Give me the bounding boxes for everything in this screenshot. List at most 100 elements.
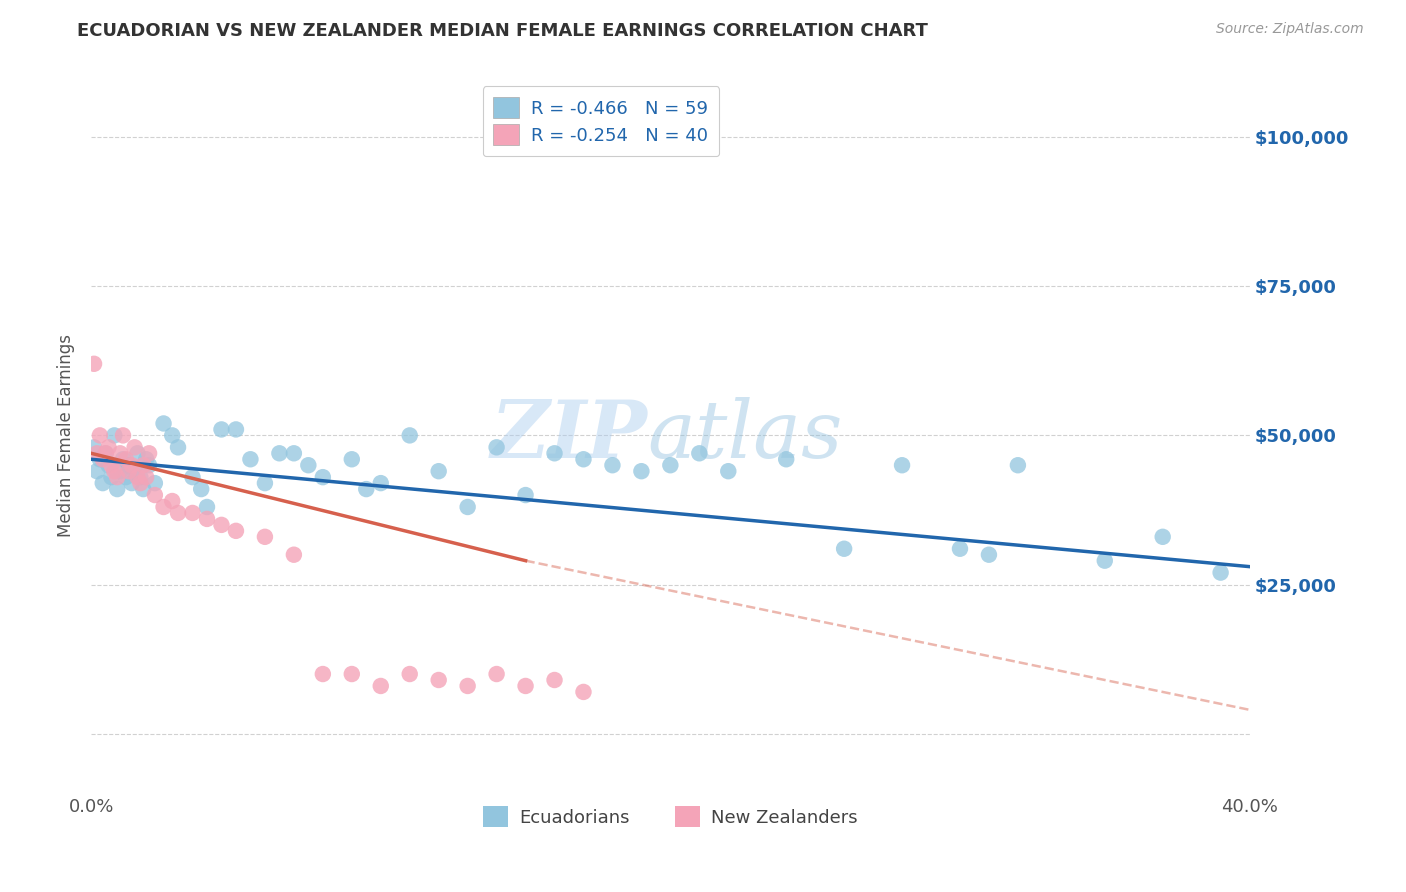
- Point: [515, 488, 537, 502]
- Point: [152, 417, 174, 431]
- Point: [891, 458, 914, 473]
- Point: [211, 517, 233, 532]
- Text: ZIP: ZIP: [491, 397, 647, 475]
- Point: [269, 446, 291, 460]
- Point: [129, 476, 152, 491]
- Point: [195, 500, 218, 514]
- Point: [195, 512, 218, 526]
- Point: [340, 452, 363, 467]
- Point: [253, 530, 276, 544]
- Point: [132, 482, 155, 496]
- Text: atlas: atlas: [647, 397, 842, 475]
- Point: [181, 470, 204, 484]
- Point: [356, 482, 378, 496]
- Point: [485, 440, 508, 454]
- Point: [297, 458, 319, 473]
- Point: [118, 464, 141, 478]
- Point: [86, 446, 108, 460]
- Point: [1007, 458, 1029, 473]
- Point: [152, 500, 174, 514]
- Point: [105, 470, 128, 484]
- Y-axis label: Median Female Earnings: Median Female Earnings: [58, 334, 75, 537]
- Text: ECUADORIAN VS NEW ZEALANDER MEDIAN FEMALE EARNINGS CORRELATION CHART: ECUADORIAN VS NEW ZEALANDER MEDIAN FEMAL…: [77, 22, 928, 40]
- Point: [97, 458, 120, 473]
- Point: [312, 667, 335, 681]
- Point: [129, 470, 152, 484]
- Point: [253, 476, 276, 491]
- Point: [775, 452, 797, 467]
- Point: [312, 470, 335, 484]
- Point: [91, 476, 114, 491]
- Point: [132, 458, 155, 473]
- Point: [630, 464, 652, 478]
- Point: [1209, 566, 1232, 580]
- Point: [717, 464, 740, 478]
- Point: [115, 470, 138, 484]
- Point: [94, 446, 117, 460]
- Legend: Ecuadorians, New Zealanders: Ecuadorians, New Zealanders: [475, 799, 865, 834]
- Point: [515, 679, 537, 693]
- Point: [135, 470, 157, 484]
- Text: Source: ZipAtlas.com: Source: ZipAtlas.com: [1216, 22, 1364, 37]
- Point: [143, 488, 166, 502]
- Point: [103, 464, 125, 478]
- Point: [167, 440, 190, 454]
- Point: [949, 541, 972, 556]
- Point: [94, 446, 117, 460]
- Point: [659, 458, 682, 473]
- Point: [135, 452, 157, 467]
- Point: [181, 506, 204, 520]
- Point: [457, 500, 479, 514]
- Point: [457, 679, 479, 693]
- Point: [118, 458, 141, 473]
- Point: [398, 428, 420, 442]
- Point: [602, 458, 624, 473]
- Point: [100, 470, 122, 484]
- Point: [427, 464, 450, 478]
- Point: [211, 422, 233, 436]
- Point: [127, 470, 149, 484]
- Point: [124, 464, 146, 478]
- Point: [398, 667, 420, 681]
- Point: [340, 667, 363, 681]
- Point: [1094, 554, 1116, 568]
- Point: [83, 357, 105, 371]
- Point: [832, 541, 855, 556]
- Point: [121, 476, 143, 491]
- Point: [283, 548, 305, 562]
- Point: [121, 458, 143, 473]
- Point: [543, 673, 565, 687]
- Point: [91, 452, 114, 467]
- Point: [688, 446, 710, 460]
- Point: [572, 685, 595, 699]
- Point: [108, 464, 131, 478]
- Point: [225, 422, 247, 436]
- Point: [103, 428, 125, 442]
- Point: [105, 482, 128, 496]
- Point: [89, 452, 111, 467]
- Point: [977, 548, 1000, 562]
- Point: [162, 494, 184, 508]
- Point: [485, 667, 508, 681]
- Point: [370, 679, 392, 693]
- Point: [86, 464, 108, 478]
- Point: [83, 440, 105, 454]
- Point: [1152, 530, 1174, 544]
- Point: [543, 446, 565, 460]
- Point: [143, 476, 166, 491]
- Point: [138, 446, 160, 460]
- Point: [190, 482, 212, 496]
- Point: [427, 673, 450, 687]
- Point: [138, 458, 160, 473]
- Point: [100, 458, 122, 473]
- Point: [572, 452, 595, 467]
- Point: [239, 452, 262, 467]
- Point: [115, 452, 138, 467]
- Point: [370, 476, 392, 491]
- Point: [225, 524, 247, 538]
- Point: [111, 452, 134, 467]
- Point: [124, 440, 146, 454]
- Point: [89, 428, 111, 442]
- Point: [162, 428, 184, 442]
- Point: [97, 440, 120, 454]
